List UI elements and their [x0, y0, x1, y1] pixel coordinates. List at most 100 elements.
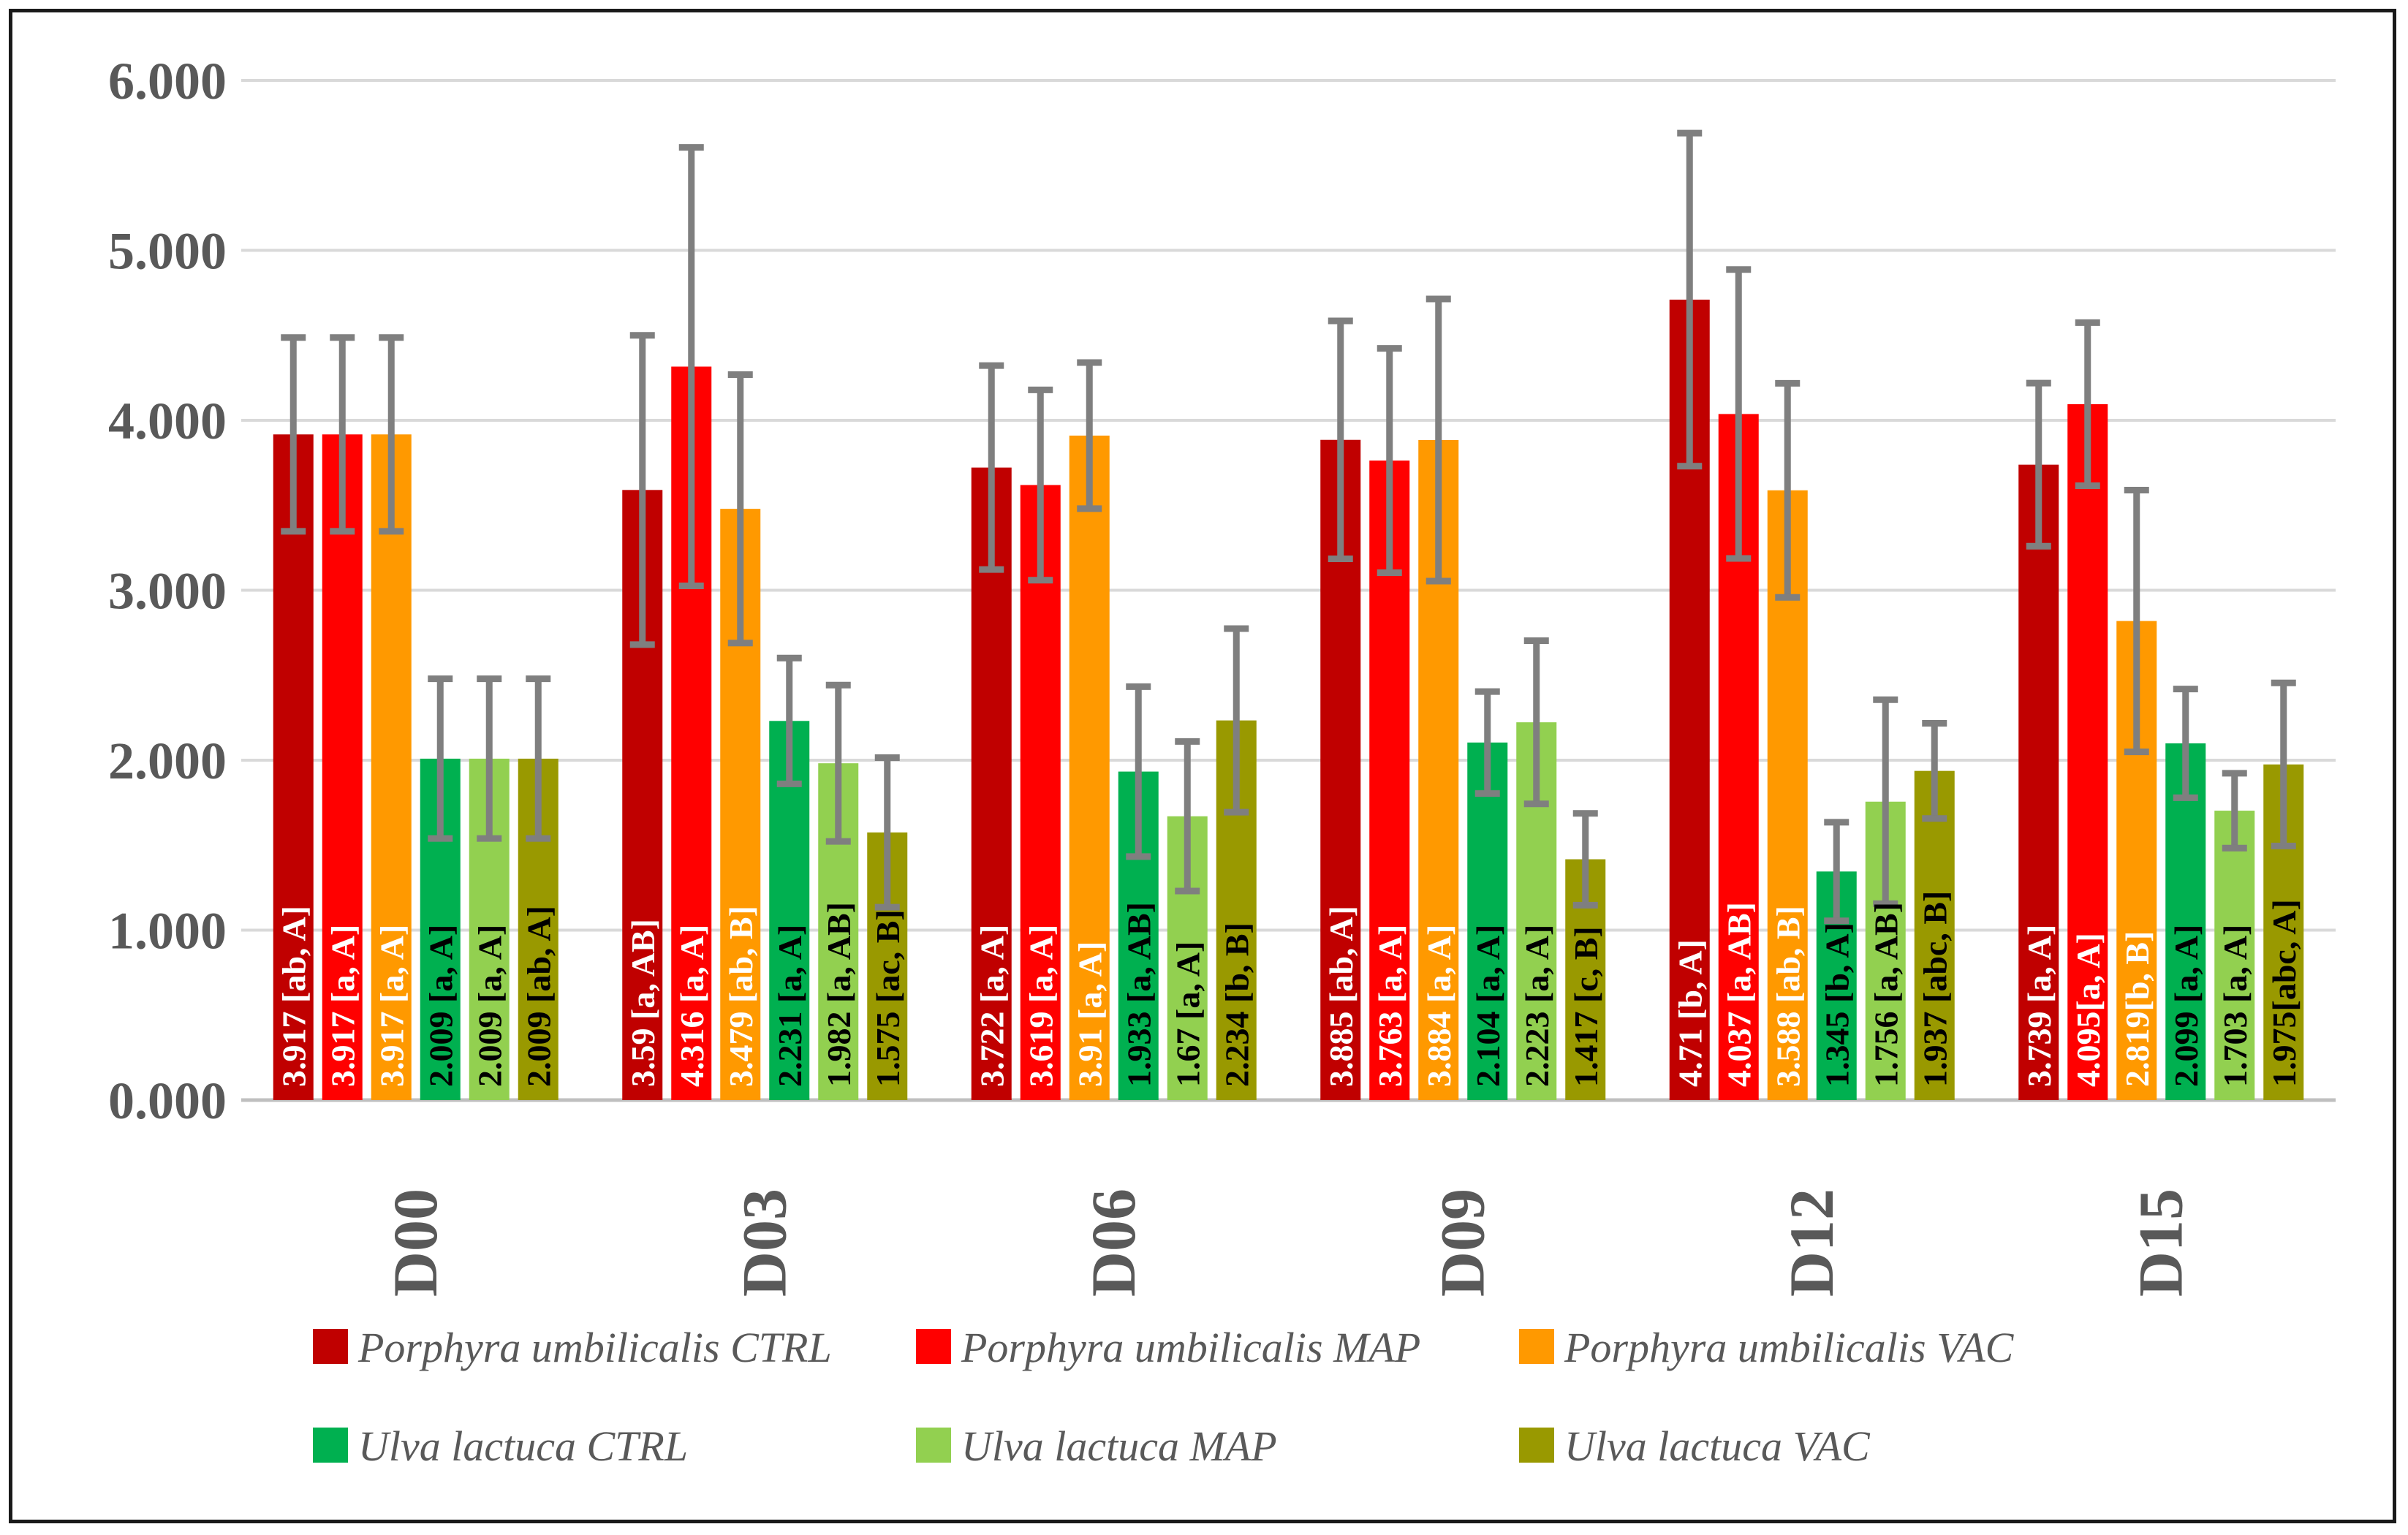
legend-item: Ulva lactuca CTRL	[313, 1422, 688, 1470]
data-label: 3.722 [a, A]	[973, 925, 1010, 1087]
error-bar	[2173, 686, 2198, 801]
bar	[1069, 435, 1110, 1100]
error-bar	[776, 654, 802, 787]
error-bar	[2222, 770, 2247, 852]
legend-swatch	[313, 1329, 348, 1364]
bar	[322, 434, 363, 1100]
data-label: 3.91 [a, A]	[1071, 941, 1108, 1087]
data-label: 3.59 [a, AB]	[624, 919, 662, 1087]
x-category-label: D00	[380, 1189, 450, 1297]
error-bar	[1028, 386, 1053, 584]
bar	[971, 467, 1012, 1100]
legend-label: Ulva lactuca VAC	[1564, 1422, 1871, 1470]
y-axis-tick-labels: 0.000 1.000 2.000 3.000 4.000 5.000 6.000	[108, 52, 227, 1130]
data-label: 3.479 [ab, B]	[722, 906, 760, 1087]
data-label: 1.982 [a, AB]	[820, 902, 857, 1087]
x-category-label: D03	[729, 1189, 799, 1297]
error-bar	[979, 362, 1004, 573]
bar	[1020, 485, 1061, 1100]
data-label: 2.234 [b, B]	[1218, 922, 1255, 1087]
error-bars	[281, 129, 2296, 925]
data-label: 4.316 [a, A]	[673, 925, 711, 1087]
error-bar	[1175, 738, 1200, 895]
x-category-label: D06	[1078, 1189, 1148, 1297]
x-category-label: D15	[2125, 1189, 2195, 1297]
legend-item: Porphyra umbilicalis VAC	[1519, 1324, 2015, 1371]
bar	[2018, 464, 2059, 1100]
y-tick-label: 6.000	[108, 52, 227, 110]
error-bar	[1328, 317, 1353, 562]
data-label: 1.933 [a, AB]	[1120, 902, 1157, 1087]
data-label: 4.71 [b, A]	[1671, 939, 1708, 1087]
y-tick-label: 2.000	[108, 732, 227, 790]
legend-swatch	[313, 1428, 348, 1463]
error-bar	[1873, 696, 1898, 907]
data-label: 1.417 [c, B]	[1567, 926, 1605, 1087]
data-label: 1.575 [ac, B]	[869, 909, 906, 1087]
error-bar	[1922, 720, 1947, 822]
data-label: 2.009 [a, A]	[422, 925, 459, 1087]
data-label: 2.819[b, B]	[2119, 931, 2156, 1087]
gridlines	[241, 79, 2336, 1102]
legend-label: Porphyra umbilicalis MAP	[961, 1324, 1420, 1371]
error-bar	[428, 675, 453, 842]
x-category-label: D09	[1427, 1189, 1497, 1297]
y-tick-label: 0.000	[108, 1072, 227, 1130]
error-bar	[1824, 819, 1849, 925]
data-label: 3.917 [a, A]	[373, 925, 410, 1087]
bar	[2067, 403, 2108, 1100]
data-label: 3.917 [a, A]	[324, 925, 361, 1087]
error-bar	[2026, 379, 2051, 550]
x-category-label: D12	[1776, 1189, 1847, 1297]
data-label: 3.763 [a, A]	[1371, 925, 1409, 1087]
error-bar	[1077, 359, 1102, 512]
error-bar	[526, 675, 551, 842]
data-label: 1.703 [a, A]	[2216, 925, 2254, 1087]
error-bar	[1677, 129, 1703, 470]
error-bar	[1726, 266, 1752, 562]
data-label: 1.67 [a, A]	[1169, 941, 1206, 1087]
legend-swatch	[916, 1428, 951, 1463]
data-label: 4.037 [a, AB]	[1720, 902, 1757, 1087]
bar	[273, 434, 314, 1100]
error-bar	[1224, 625, 1249, 816]
error-bar	[629, 332, 655, 648]
data-label: 1.756 [a, AB]	[1867, 902, 1904, 1087]
legend-item: Porphyra umbilicalis MAP	[916, 1324, 1420, 1371]
legend-label: Ulva lactuca CTRL	[358, 1422, 688, 1470]
error-bar	[727, 371, 753, 647]
data-label: 4.095[a, A]	[2070, 933, 2107, 1087]
error-bar	[1126, 683, 1151, 860]
legend-label: Porphyra umbilicalis VAC	[1564, 1324, 2015, 1371]
bar	[1914, 770, 1955, 1100]
error-bar	[678, 144, 704, 589]
error-bar	[2124, 487, 2149, 756]
data-labels: 3.917 [ab, A] 3.917 [a, A] 3.917 [a, A] 2.0…	[275, 891, 2303, 1087]
data-label: 3.884 [a, A]	[1420, 925, 1458, 1087]
data-label: 3.588 [ab, B]	[1769, 906, 1806, 1087]
bars	[273, 299, 2304, 1100]
bar	[2214, 811, 2255, 1100]
legend-swatch	[916, 1329, 951, 1364]
data-label: 1.345 [b, A]	[1818, 922, 1855, 1087]
bar	[1467, 742, 1508, 1100]
legend-label: Porphyra umbilicalis CTRL	[357, 1324, 832, 1371]
bar	[2165, 743, 2206, 1100]
legend-item: Ulva lactuca MAP	[916, 1422, 1277, 1470]
legend-swatch	[1519, 1428, 1554, 1463]
data-label: 2.009 [ab, A]	[520, 906, 557, 1087]
y-tick-label: 5.000	[108, 222, 227, 281]
error-bar	[2271, 679, 2296, 849]
data-label: 1.975[abc, A]	[2265, 899, 2303, 1087]
error-bar	[1377, 345, 1402, 577]
x-axis-category-labels: D00 D03 D06 D09 D12 D15	[380, 1189, 2196, 1297]
error-bar	[1474, 688, 1500, 797]
error-bar	[825, 681, 851, 845]
error-bar	[1523, 637, 1549, 808]
data-label: 3.917 [ab, A]	[275, 906, 312, 1087]
legend-label: Ulva lactuca MAP	[961, 1422, 1277, 1470]
error-bar	[1426, 295, 1451, 585]
error-bar	[379, 334, 404, 535]
data-label: 3.739 [a, A]	[2021, 925, 2058, 1087]
data-label: 3.885 [ab, A]	[1322, 906, 1360, 1087]
